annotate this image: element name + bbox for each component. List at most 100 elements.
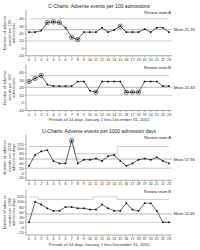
step-segment [148, 75, 154, 76]
step-segment [32, 75, 38, 76]
step-segment [160, 199, 166, 200]
data-marker [77, 39, 79, 41]
data-marker [144, 158, 146, 160]
step-segment [154, 199, 160, 200]
data-marker [46, 208, 48, 210]
x-tick-label: 18 [137, 58, 141, 62]
x-tick-label: 16 [124, 58, 128, 62]
data-marker [150, 159, 152, 161]
step-segment [50, 75, 56, 76]
x-tick-label: 14 [112, 237, 116, 241]
team-label: Review team B [144, 65, 171, 70]
x-axis-line [26, 55, 172, 56]
data-marker [119, 81, 121, 83]
data-marker [150, 81, 152, 83]
step-segment [81, 199, 87, 200]
step-segment [50, 18, 56, 19]
x-tick-label: 20 [149, 58, 153, 62]
data-marker [162, 221, 164, 223]
y-axis-label: Number of adverseevents per 1000admissio… [2, 140, 16, 175]
y-tick [25, 87, 27, 88]
y-tick-label: 80 [19, 205, 24, 210]
data-marker [150, 31, 152, 33]
data-marker [101, 27, 103, 29]
y-tick [25, 33, 27, 34]
x-tick-label: 4 [52, 58, 54, 62]
data-marker [168, 31, 170, 33]
y-tick [25, 163, 27, 164]
data-marker [144, 81, 146, 83]
data-marker [101, 204, 103, 206]
x-axis-label: Periods of 14 days January 1 thru Decemb… [49, 242, 150, 247]
step-segment [111, 153, 117, 154]
step-riser [92, 197, 93, 200]
y-tick-label: 20 [19, 31, 24, 36]
data-marker [77, 163, 79, 165]
data-marker [89, 31, 91, 33]
step-segment [129, 75, 135, 76]
step-segment [148, 199, 154, 200]
data-marker [28, 81, 30, 83]
x-tick-label: 18 [137, 237, 141, 241]
data-marker [83, 31, 85, 33]
step-segment [105, 75, 111, 76]
y-axis-line [26, 10, 27, 56]
data-marker [119, 210, 121, 212]
step-segment [69, 199, 75, 200]
x-tick-label: 7 [71, 58, 73, 62]
x-tick-label: 23 [167, 237, 171, 241]
data-marker [126, 202, 128, 204]
y-tick-label: 30 [19, 24, 24, 29]
circled-point [76, 37, 80, 41]
x-tick-label: 17 [130, 237, 134, 241]
step-segment [105, 196, 111, 197]
data-marker [138, 31, 140, 33]
data-marker [28, 31, 30, 33]
data-marker [53, 85, 55, 87]
y-tick-label: -10 [18, 108, 25, 113]
y-tick [25, 168, 27, 169]
x-tick-label: 15 [118, 58, 122, 62]
step-segment [93, 75, 99, 76]
step-segment [129, 199, 135, 200]
panel: C-Charts: Adverse events per 100 admissi… [2, 3, 196, 62]
data-marker [107, 31, 109, 33]
data-marker [95, 209, 97, 211]
step-segment [69, 18, 75, 19]
y-tick-label: 60 [19, 210, 24, 215]
x-tick-label: 7 [71, 237, 73, 241]
y-tick-label: -10 [18, 53, 25, 58]
data-marker [132, 209, 134, 211]
x-tick-label: 5 [58, 113, 60, 117]
step-segment [93, 153, 99, 154]
x-tick-label: 13 [106, 58, 110, 62]
y-tick [25, 144, 27, 145]
x-tick-label: 8 [77, 58, 79, 62]
x-tick-label: 11 [94, 113, 98, 117]
data-marker [34, 78, 36, 80]
data-marker [95, 31, 97, 33]
data-marker [71, 85, 73, 87]
x-tick-label: 16 [124, 182, 128, 186]
data-marker [46, 22, 48, 24]
data-marker [113, 154, 115, 156]
x-tick-label: 12 [100, 58, 104, 62]
step-segment [129, 146, 135, 147]
step-segment [154, 146, 160, 147]
step-segment [166, 75, 169, 76]
step-segment [50, 199, 56, 200]
step-segment [87, 153, 93, 154]
data-marker [101, 81, 103, 83]
y-tick [25, 40, 27, 41]
data-marker [156, 157, 158, 159]
data-marker [59, 85, 61, 87]
data-marker [34, 31, 36, 33]
x-tick-label: 7 [71, 182, 73, 186]
data-marker [89, 159, 91, 161]
step-segment [111, 75, 117, 76]
step-segment [105, 153, 111, 154]
x-tick-label: 0 [28, 58, 30, 62]
data-marker [101, 160, 103, 162]
circled-point [51, 20, 55, 24]
data-marker [144, 28, 146, 30]
